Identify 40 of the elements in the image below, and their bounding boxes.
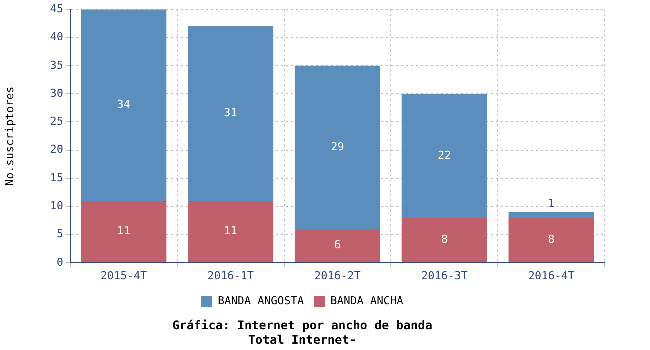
text: Gráfica: Internet por ancho de banda	[172, 318, 433, 333]
x-tick-label: 2016-1T	[208, 269, 254, 282]
bar	[188, 26, 274, 202]
legend-label: BANDA ANGOSTA	[218, 294, 304, 308]
data-label: 8	[548, 233, 555, 246]
y-tick-label: 30	[50, 86, 64, 100]
bar	[188, 201, 274, 262]
data-label: 31	[224, 106, 238, 120]
text: Total Internet-	[248, 332, 357, 347]
bar	[508, 212, 594, 218]
x-tick-label: 2015-4T	[100, 269, 148, 282]
data-label: 22	[438, 148, 452, 162]
x-tick-label: 2016-4T	[528, 269, 576, 282]
data-label: 6	[334, 238, 342, 252]
data-label: 29	[331, 140, 344, 154]
y-tick-label: 10	[50, 200, 64, 213]
bar	[81, 201, 167, 262]
y-tick-label: 35	[50, 58, 64, 72]
y-axis-title: No.suscriptores	[3, 86, 16, 186]
bar	[402, 94, 488, 218]
bar	[402, 218, 488, 262]
y-tick-label: 40	[50, 30, 64, 44]
x-tick-label: 2016-2T	[314, 269, 362, 282]
y-tick-label: 15	[50, 171, 64, 184]
legend-label: BANDA ANCHA	[330, 294, 404, 308]
bar	[294, 229, 380, 262]
bar	[294, 66, 380, 230]
y-tick-label: 25	[50, 115, 64, 128]
data-label: 8	[441, 233, 448, 246]
y-tick-label: 0	[56, 256, 64, 269]
y-tick-label: 20	[50, 143, 64, 156]
x-tick-label: 2016-3T	[421, 269, 468, 282]
y-tick-label: 5	[56, 228, 64, 241]
bar	[508, 218, 594, 262]
y-tick-label: 45	[50, 2, 64, 16]
data-label: 11	[117, 224, 131, 238]
data-label: 34	[117, 98, 131, 112]
data-label: 11	[224, 224, 238, 238]
data-label: 1	[548, 197, 555, 210]
bar	[81, 10, 167, 202]
